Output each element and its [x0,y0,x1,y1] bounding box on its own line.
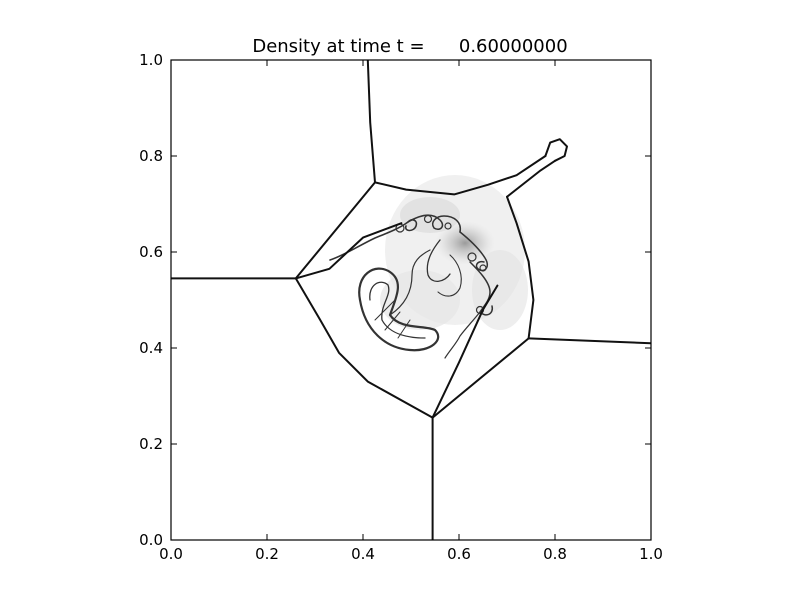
shock-line-jet-tip [544,138,568,162]
y-tick-label: 0.4 [139,339,163,357]
shock-line-upper-bubble-edge [374,155,547,196]
shock-lines [171,60,651,540]
shock-line-inner-upper-left-edge [294,222,403,280]
density-field [329,175,528,359]
y-tick-label: 0.0 [139,531,163,549]
shock-line-lower-right-edge [431,337,530,419]
mushroom-vortex [358,249,440,352]
shock-line-top-shock [366,60,376,184]
chart-title: Density at time t = 0.60000000 [252,36,567,57]
x-axis: 0.0 0.2 0.4 0.6 0.8 1.0 [159,60,663,563]
shock-line-right-shock [527,337,651,345]
shock-line-right-bubble-edge [506,195,535,340]
plot-frame [170,59,652,541]
y-tick-label: 0.2 [139,435,163,453]
x-tick-label: 0.8 [543,545,567,563]
shock-line-jet-lower-edge [506,159,556,198]
shock-line-lower-left-edge [294,277,434,419]
shock-line-upper-left-edge [294,181,376,280]
x-tick-label: 0.6 [447,545,471,563]
y-tick-label: 1.0 [139,51,163,69]
y-tick-label: 0.6 [139,243,163,261]
y-tick-label: 0.8 [139,147,163,165]
x-tick-label: 0.4 [351,545,375,563]
shock-line-inner-lower-right-edge [431,284,499,419]
x-tick-label: 0.2 [255,545,279,563]
y-axis: 0.0 0.2 0.4 0.6 0.8 1.0 [139,51,651,549]
x-tick-label: 0.0 [159,545,183,563]
x-tick-label: 1.0 [639,545,663,563]
vortex-chain [329,214,494,359]
